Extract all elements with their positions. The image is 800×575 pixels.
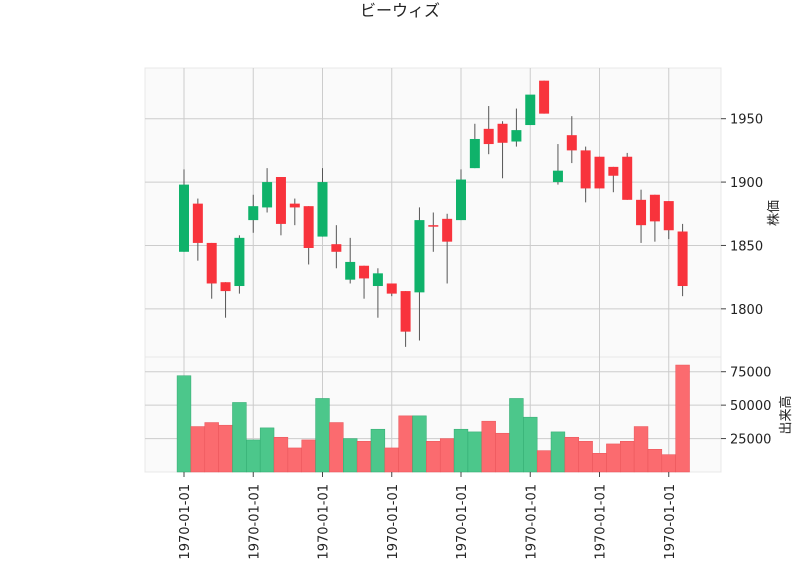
x-tick-label: 1970-01-01 [386, 484, 401, 560]
candle-body [234, 237, 245, 287]
volume-bar [329, 422, 344, 473]
volume-bar [606, 443, 621, 473]
candles [179, 80, 688, 347]
x-tick-label: 1970-01-01 [247, 484, 262, 560]
volume-bar [675, 364, 690, 473]
candle-body [192, 203, 203, 243]
candle-body [331, 244, 342, 252]
volume-bar [647, 449, 663, 473]
candle-body [372, 273, 383, 287]
candle-body [179, 184, 189, 252]
candle-body [386, 283, 397, 294]
candle-body [206, 242, 217, 284]
candle-body [511, 130, 522, 142]
candle-body [608, 166, 619, 176]
volume-bar [536, 450, 552, 473]
candle-body [636, 199, 647, 226]
candle-body [483, 128, 494, 145]
candle-body [303, 206, 314, 248]
volume-bar [495, 432, 510, 473]
volume-bar [592, 453, 607, 473]
x-tick-label: 1970-01-01 [524, 484, 539, 560]
candle-body [289, 203, 300, 208]
volume-bar [315, 398, 330, 473]
x-tick-label: 1970-01-01 [594, 484, 609, 560]
volume-bar [273, 436, 289, 473]
axes: 1800 1850 1900 1950 25000 50000 75000 1970-01-0… [178, 113, 771, 560]
candle-body [262, 182, 273, 208]
volume-tick-label: 50000 [730, 399, 771, 414]
volume-bar [661, 454, 676, 473]
candle-body [580, 150, 591, 189]
volume-bar [426, 440, 441, 473]
volume-bar [523, 416, 538, 473]
candle-body [248, 206, 259, 221]
candle-body [552, 170, 563, 183]
volume-bar [509, 398, 524, 473]
price-tick-label: 1800 [730, 303, 763, 318]
candle-body [442, 218, 453, 242]
volume-bar [259, 427, 275, 473]
volume-bar [246, 439, 261, 473]
candle-body [663, 201, 674, 231]
candle-body [275, 177, 286, 224]
volume-bar [467, 431, 483, 473]
candle-body [622, 156, 633, 200]
volume-bar [384, 447, 399, 473]
candle-body [594, 156, 605, 189]
candle-body [525, 94, 536, 126]
volume-bar [398, 415, 413, 473]
candle-body [649, 194, 660, 222]
volume-bar [439, 438, 455, 473]
volume-bar [343, 438, 358, 473]
volume-bar [550, 431, 566, 473]
candle-body [497, 123, 508, 143]
candle-body [456, 179, 466, 221]
candle-body [539, 80, 550, 114]
price-tick-label: 1950 [730, 113, 763, 128]
volume-bars [176, 364, 690, 473]
candle-body [428, 225, 439, 227]
candle-body [400, 291, 411, 332]
x-tick-label: 1970-01-01 [178, 484, 193, 560]
volume-bar [218, 424, 233, 473]
price-tick-label: 1850 [730, 239, 763, 254]
volume-bar [190, 426, 206, 473]
volume-bar [232, 402, 247, 473]
x-tick-label: 1970-01-01 [317, 484, 332, 560]
x-tick-label: 1970-01-01 [455, 484, 470, 560]
candle-body [469, 138, 480, 169]
candle-body [414, 220, 425, 293]
volume-tick-label: 75000 [730, 366, 771, 381]
chart-title: ビーウィズ [360, 1, 440, 20]
volume-bar [481, 420, 496, 473]
price-axis-label: 株価 [767, 200, 782, 226]
candle-body [317, 182, 328, 237]
volume-bar [204, 422, 219, 473]
volume-bar [633, 426, 649, 473]
x-tick-label: 1970-01-01 [663, 484, 678, 560]
volume-bar [578, 440, 593, 473]
volume-axis-label: 出来高 [778, 395, 794, 434]
volume-bar [453, 428, 469, 473]
candle-body [345, 261, 356, 280]
volume-bar [620, 440, 635, 473]
volume-tick-label: 25000 [730, 433, 771, 448]
candle-body [566, 135, 577, 151]
volume-bar [176, 375, 192, 473]
candle-body [220, 282, 231, 292]
volume-bar [412, 415, 427, 473]
price-tick-label: 1900 [730, 176, 763, 191]
candle-body [677, 231, 688, 287]
volume-bar [356, 440, 372, 473]
volume-bar [287, 447, 302, 473]
candle-body [359, 265, 370, 279]
volume-bar [564, 436, 579, 473]
volume-bar [301, 439, 316, 473]
volume-bar [370, 428, 386, 473]
